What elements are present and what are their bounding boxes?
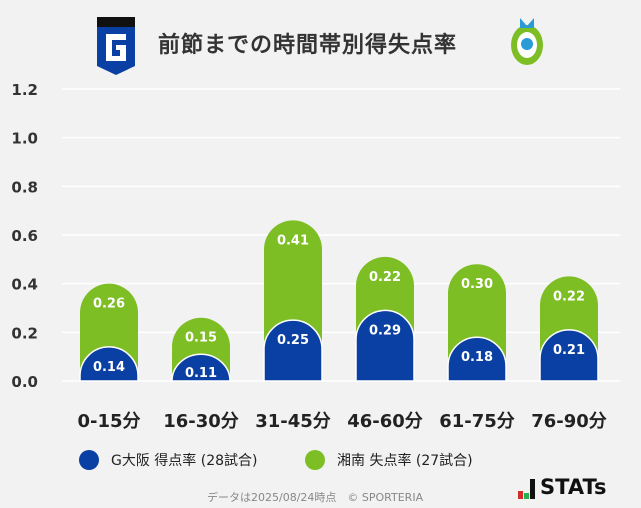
data-label-shonan: 0.26 <box>93 297 125 312</box>
data-label-gamba: 0.18 <box>461 350 493 365</box>
x-tick-label: 16-30分 <box>163 411 239 432</box>
legend-item-gamba: G大阪 得点率 (28試合) <box>79 450 258 470</box>
stats-bar-icon <box>518 479 535 499</box>
legend-swatch <box>305 450 325 470</box>
bar-gamba <box>539 329 599 382</box>
data-label-gamba: 0.21 <box>553 343 585 358</box>
legend-item-shonan: 湘南 失点率 (27試合) <box>305 450 473 470</box>
x-tick-label: 46-60分 <box>347 411 423 432</box>
bar-gamba <box>171 353 231 382</box>
data-label-gamba: 0.14 <box>93 360 125 375</box>
footer-note: データは2025/08/24時点 © SPORTERIA <box>207 491 424 504</box>
y-tick-label: 0.2 <box>11 324 38 342</box>
data-label-gamba: 0.29 <box>369 323 401 338</box>
data-label-gamba: 0.25 <box>277 333 309 348</box>
bar-gamba <box>263 319 323 382</box>
data-label-shonan: 0.22 <box>553 289 585 304</box>
bar-gamba <box>355 309 415 382</box>
x-tick-label: 61-75分 <box>439 411 515 432</box>
x-tick-label: 76-90分 <box>531 411 607 432</box>
data-label-shonan: 0.30 <box>461 277 493 292</box>
y-tick-label: 0.4 <box>11 276 38 294</box>
chart-title: 前節までの時間帯別得失点率 <box>158 33 458 58</box>
y-tick-label: 0.6 <box>11 227 38 245</box>
x-tick-label: 31-45分 <box>255 411 331 432</box>
y-tick-label: 1.0 <box>11 130 38 148</box>
y-tick-label: 0.8 <box>11 178 38 196</box>
data-label-shonan: 0.41 <box>277 233 309 248</box>
bar-gamba <box>447 336 507 382</box>
legend-label: 湘南 失点率 (27試合) <box>337 453 473 469</box>
y-tick-label: 1.2 <box>11 81 38 99</box>
y-tick-label: 0.0 <box>11 373 38 391</box>
stats-brand: STATs <box>518 475 606 499</box>
legend-swatch <box>79 450 99 470</box>
legend-label: G大阪 得点率 (28試合) <box>111 453 258 469</box>
bar-gamba <box>79 346 139 382</box>
data-label-shonan: 0.22 <box>369 270 401 285</box>
data-label-shonan: 0.15 <box>185 331 217 346</box>
data-label-gamba: 0.11 <box>185 366 217 381</box>
x-tick-label: 0-15分 <box>77 411 140 432</box>
